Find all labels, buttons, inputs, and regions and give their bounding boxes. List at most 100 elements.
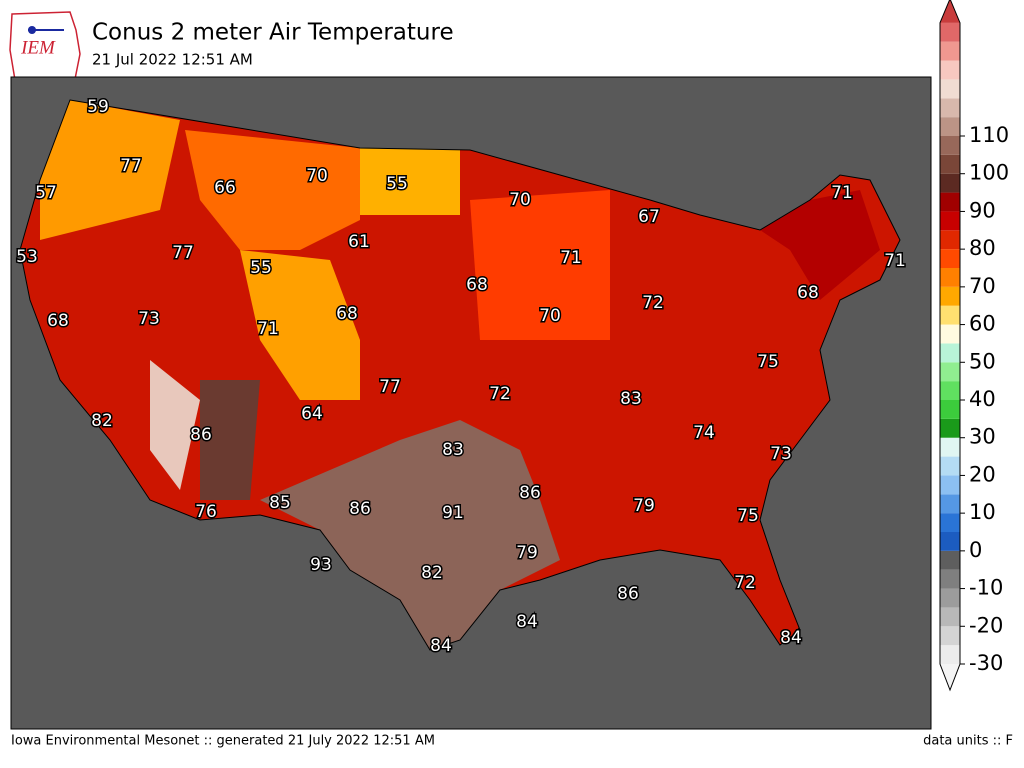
station-label: 71	[884, 251, 906, 271]
colorbar-tick-label: 80	[969, 236, 996, 260]
station-label: 73	[770, 444, 792, 464]
station-label: 77	[172, 243, 194, 263]
station-label: 84	[516, 612, 538, 632]
colorbar-tick-label: 0	[969, 538, 982, 562]
colorbar-tick-label: -30	[969, 651, 1003, 675]
colorbar-bin	[940, 117, 960, 136]
colorbar-bin	[940, 192, 960, 212]
colorbar-bin	[940, 173, 960, 193]
colorbar-bin	[940, 607, 960, 627]
colorbar-bin	[940, 400, 960, 419]
colorbar-tick-label: 100	[969, 161, 1009, 185]
station-label: 68	[47, 311, 69, 331]
region	[760, 190, 880, 300]
station-label: 91	[442, 503, 464, 523]
colorbar-tick-label: 30	[969, 425, 996, 449]
colorbar-bin	[940, 211, 960, 231]
station-label: 71	[560, 248, 582, 268]
colorbar-bin	[940, 324, 960, 344]
station-label: 70	[539, 306, 561, 326]
colorbar-bin	[940, 136, 960, 155]
station-label: 67	[638, 207, 660, 227]
colorbar-tick-label: 110	[969, 123, 1009, 147]
station-label: 55	[250, 258, 272, 278]
colorbar-tick-label: 40	[969, 387, 996, 411]
colorbar: -30 -20 -10 0 10 20 30 40 50 60 70 80 90 100 110	[939, 0, 1009, 692]
station-label: 75	[757, 352, 779, 372]
colorbar-bin	[940, 569, 960, 589]
station-label: 75	[737, 506, 759, 526]
station-label: 73	[138, 309, 160, 329]
colorbar-bin	[940, 550, 960, 570]
station-label: 68	[336, 304, 358, 324]
colorbar-tick-label: 70	[969, 274, 996, 298]
station-label: 86	[617, 584, 639, 604]
logo-text: IEM	[20, 37, 56, 58]
station-label: 68	[466, 275, 488, 295]
colorbar-bin	[940, 60, 960, 80]
station-label: 84	[780, 628, 802, 648]
colorbar-bin	[940, 154, 960, 174]
station-label: 82	[91, 411, 113, 431]
title: Conus 2 meter Air Temperature	[92, 20, 454, 46]
logo: IEM	[9, 11, 81, 87]
colorbar-bin	[940, 475, 960, 495]
region	[150, 360, 200, 490]
colorbar-bin	[940, 456, 960, 476]
station-label: 72	[489, 384, 511, 404]
station-label: 72	[734, 573, 756, 593]
colorbar-tick-label: 60	[969, 312, 996, 336]
colorbar-tick-label: 50	[969, 349, 996, 373]
colorbar-bin	[940, 305, 960, 325]
colorbar-under	[940, 664, 960, 690]
colorbar-bin	[940, 626, 960, 646]
region	[260, 420, 560, 650]
station-label: 86	[519, 483, 541, 503]
colorbar-tick-label: -10	[969, 576, 1003, 600]
colorbar-bin	[940, 437, 960, 457]
footer-right: data units :: F	[923, 734, 1013, 749]
station-label: 71	[257, 319, 279, 339]
colorbar-tick-label: 10	[969, 500, 996, 524]
region	[470, 190, 610, 340]
map-frame	[10, 76, 932, 730]
colorbar-bin	[940, 381, 960, 400]
colorbar-bin	[940, 513, 960, 532]
station-label: 83	[620, 389, 642, 409]
footer-left: Iowa Environmental Mesonet :: generated …	[11, 734, 435, 749]
colorbar-bin	[940, 79, 960, 99]
station-label: 68	[797, 283, 819, 303]
colorbar-bin	[940, 41, 960, 61]
colorbar-bin	[940, 268, 960, 287]
colorbar-bin	[940, 418, 960, 438]
station-label: 76	[195, 502, 217, 522]
station-label: 83	[442, 440, 464, 460]
station-label: 71	[831, 183, 853, 203]
region	[185, 130, 360, 250]
colorbar-bin	[940, 98, 960, 118]
station-label: 77	[120, 156, 142, 176]
colorbar-bin	[940, 230, 960, 250]
colorbar-bin	[940, 343, 960, 363]
colorbar-bin	[940, 588, 960, 608]
colorbar-over	[940, 0, 960, 23]
region	[360, 148, 460, 215]
colorbar-bin	[940, 645, 960, 664]
colorbar-bin	[940, 362, 960, 382]
colorbar-bin	[940, 286, 960, 306]
station-label: 79	[633, 496, 655, 516]
station-label: 72	[642, 293, 664, 313]
station-label: 59	[87, 97, 109, 117]
station-label: 79	[516, 543, 538, 563]
colorbar-bin	[940, 249, 960, 268]
station-label: 86	[349, 499, 371, 519]
map	[11, 77, 931, 729]
station-label: 66	[214, 178, 236, 198]
station-label: 57	[35, 183, 57, 203]
station-label: 64	[301, 404, 323, 424]
station-label: 74	[693, 423, 715, 443]
coastline	[19, 99, 901, 651]
colorbar-tick-label: 20	[969, 462, 996, 486]
